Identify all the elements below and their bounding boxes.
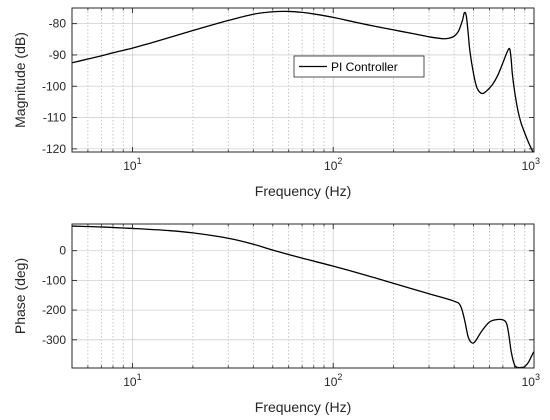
phase-ticks: 101 102 103 0 -100 -200 -300: [42, 224, 540, 389]
phase-xlabel: Frequency (Hz): [255, 399, 351, 415]
magnitude-ytick-label: -110: [43, 111, 66, 125]
phase-plot-area: [72, 224, 534, 368]
magnitude-grid: [72, 8, 534, 152]
magnitude-axes-box: [71, 7, 535, 153]
phase-ytick-label: 0: [59, 244, 66, 258]
magnitude-xtick-label: 102: [324, 156, 342, 173]
magnitude-xlabel: Frequency (Hz): [255, 183, 351, 199]
phase-ylabel: Phase (deg): [12, 258, 28, 334]
magnitude-ytick-label: -100: [42, 79, 66, 93]
legend-box: [293, 55, 425, 78]
phase-ytick-label: -100: [42, 273, 66, 287]
magnitude-curve-group: [72, 10, 534, 152]
phase-xtick-label: 103: [522, 372, 540, 389]
phase-xtick-label: 102: [324, 372, 342, 389]
phase-axes-box: [71, 223, 535, 369]
phase-xtick-label: 101: [123, 372, 141, 389]
phase-plot: 101 102 103 0 -100 -200 -300 Frequency (Hz) Ph…: [12, 223, 540, 415]
phase-ytick-label: -300: [42, 333, 66, 347]
magnitude-ylabel: Magnitude (dB): [12, 32, 28, 128]
magnitude-ticks: 101 102 103 -80 -90 -100 -110 -120: [42, 8, 540, 173]
legend-entry-pi-controller: PI Controller: [331, 60, 398, 74]
phase-series-line: [72, 225, 534, 368]
magnitude-plot: 101 102 103 -80 -90 -100 -110 -120 Frequency (H…: [12, 7, 540, 199]
magnitude-xtick-label: 101: [123, 156, 141, 173]
magnitude-ytick-label: -90: [49, 48, 67, 62]
phase-grid: [72, 224, 534, 368]
magnitude-ytick-label: -120: [42, 142, 66, 156]
phase-curve-group: [72, 225, 534, 368]
magnitude-xtick-label: 103: [522, 156, 540, 173]
magnitude-ytick-label: -80: [49, 17, 67, 31]
phase-ytick-label: -200: [42, 303, 66, 317]
magnitude-plot-area: [72, 8, 534, 152]
magnitude-series-line: [72, 10, 534, 152]
legend: PI Controller: [293, 55, 425, 78]
